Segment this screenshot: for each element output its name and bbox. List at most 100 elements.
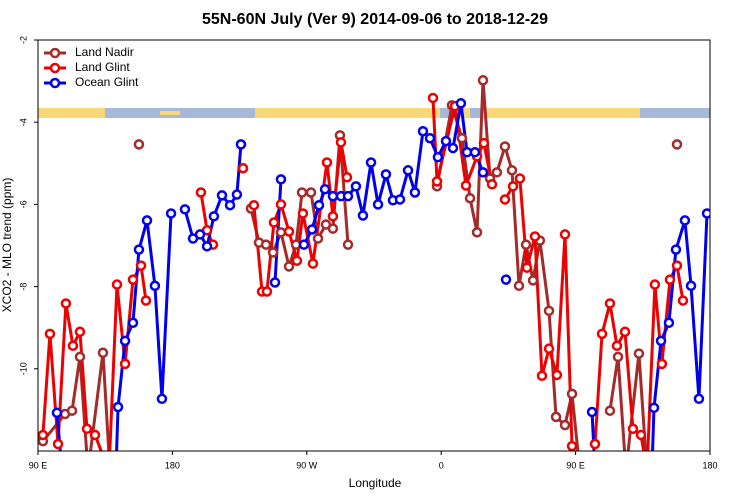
data-point <box>596 328 608 340</box>
data-point <box>701 208 710 219</box>
data-point <box>350 181 362 192</box>
data-point <box>149 280 161 292</box>
data-point <box>635 429 647 441</box>
data-point <box>327 211 339 222</box>
data-point <box>269 277 281 288</box>
data-point <box>499 194 511 205</box>
data-point <box>44 328 56 340</box>
data-point <box>402 165 414 176</box>
data-point <box>455 98 467 109</box>
x-tick-label: 90 E <box>566 460 585 470</box>
data-point <box>74 351 86 363</box>
data-point <box>327 190 339 202</box>
y-tick-label: -2 <box>18 36 28 44</box>
data-point <box>520 239 532 250</box>
data-point <box>464 192 476 204</box>
data-point <box>693 393 705 405</box>
data-point <box>141 215 153 226</box>
chart-title: 55N-60N July (Ver 9) 2014-09-06 to 2018-… <box>202 11 548 28</box>
data-point <box>591 467 599 475</box>
data-point <box>208 211 220 222</box>
data-point <box>536 370 548 382</box>
strip-ocean <box>440 108 458 118</box>
data-point <box>409 187 421 198</box>
y-tick-label: -6 <box>18 200 28 208</box>
data-point <box>648 467 656 475</box>
data-point <box>677 295 689 306</box>
data-point <box>58 467 66 475</box>
data-point <box>261 286 273 297</box>
data-point <box>127 317 139 329</box>
data-point <box>38 429 49 441</box>
data-point <box>105 467 113 475</box>
data-point <box>543 343 555 354</box>
data-point <box>394 194 406 205</box>
data-point <box>670 244 682 255</box>
data-point <box>432 151 444 163</box>
data-point <box>471 227 483 238</box>
data-point <box>51 407 63 419</box>
data-point <box>306 224 318 235</box>
legend-label: Ocean Glint <box>75 75 139 89</box>
data-point <box>275 174 287 185</box>
data-point <box>372 199 384 210</box>
plot-area <box>38 75 710 475</box>
data-point <box>60 298 72 309</box>
x-tick-label: 180 <box>165 460 180 470</box>
data-point <box>224 199 236 211</box>
data-point <box>194 229 206 240</box>
data-point <box>589 438 601 450</box>
data-point <box>342 190 354 202</box>
data-point <box>566 440 578 451</box>
data-point <box>106 467 114 475</box>
data-point <box>529 231 541 242</box>
legend-marker <box>49 77 61 89</box>
strip-ocean <box>640 108 710 118</box>
data-point <box>235 139 247 150</box>
data-point <box>81 423 93 435</box>
data-point <box>664 274 676 285</box>
x-tick-label: 0 <box>439 460 444 470</box>
strip-land <box>160 111 180 115</box>
y-tick-label: -4 <box>18 118 28 126</box>
strip-land <box>38 108 710 118</box>
data-point <box>499 141 511 152</box>
data-point <box>643 467 651 475</box>
series-line <box>41 97 685 451</box>
data-point <box>111 279 123 290</box>
data-point <box>477 167 489 178</box>
data-point <box>112 401 124 413</box>
data-point <box>260 239 272 250</box>
data-point <box>84 467 92 475</box>
data-point <box>321 157 333 168</box>
data-point <box>365 157 377 168</box>
data-point <box>417 125 429 137</box>
y-axis-label: XCO2 - MLO trend (ppm) <box>0 178 14 313</box>
x-tick-label: 90 W <box>296 460 318 470</box>
data-point <box>478 137 490 149</box>
y-tick-label: -8 <box>18 283 28 291</box>
data-point <box>551 369 563 381</box>
data-point <box>237 162 249 174</box>
plot-frame <box>37 39 711 452</box>
data-point <box>521 262 533 273</box>
data-point <box>440 135 452 147</box>
data-point <box>313 199 325 211</box>
data-point <box>179 204 191 215</box>
data-point <box>283 226 295 237</box>
legend-label: Land Glint <box>75 60 130 74</box>
data-point <box>611 340 623 352</box>
data-point <box>135 260 147 271</box>
data-point <box>456 132 468 144</box>
data-point <box>119 358 131 370</box>
data-point <box>119 335 131 347</box>
data-point <box>679 215 691 226</box>
data-point <box>283 261 295 272</box>
data-point <box>622 467 630 475</box>
data-point <box>312 233 324 244</box>
data-point <box>469 146 481 158</box>
data-point <box>491 167 503 178</box>
x-axis-label: Longitude <box>349 476 402 490</box>
data-point <box>52 438 64 450</box>
data-point <box>513 280 525 292</box>
